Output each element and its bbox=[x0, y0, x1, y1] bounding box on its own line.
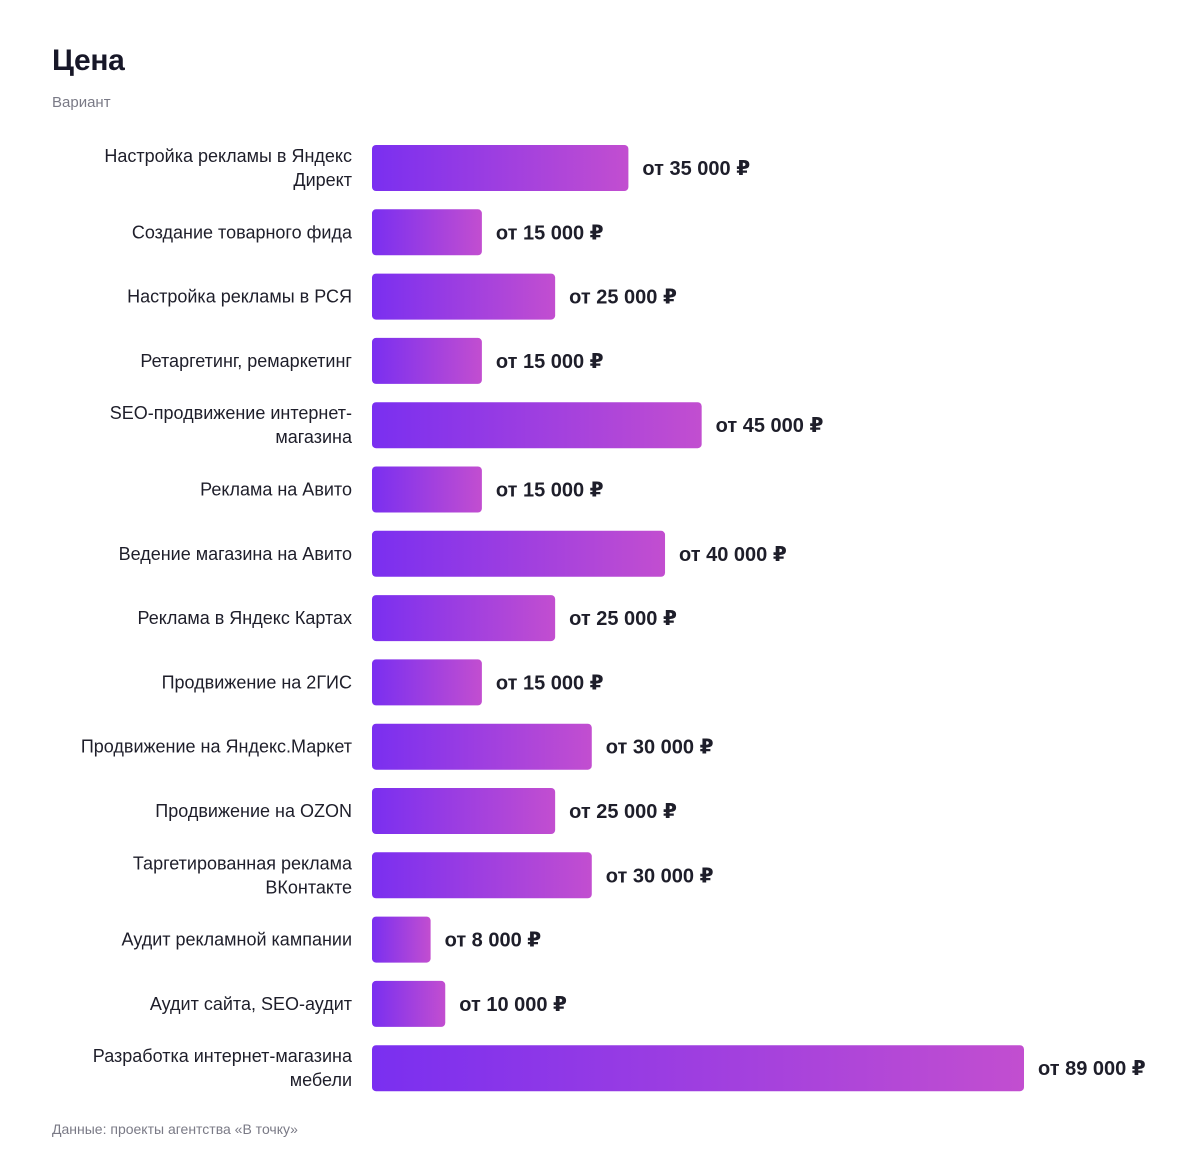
bar bbox=[372, 273, 556, 320]
bar-row: Настройка рекламы в Яндекс Директ от 35 00… bbox=[104, 145, 750, 191]
category-label: Ретаргетинг, ремаркетинг bbox=[140, 351, 352, 371]
bar bbox=[372, 659, 482, 706]
bar-row: SEO-продвижение интернет-магазина от 45 0… bbox=[110, 402, 824, 449]
category-label-line: Аудит рекламной кампании bbox=[122, 930, 352, 950]
category-label-line: Создание товарного фида bbox=[132, 222, 353, 242]
category-label: SEO-продвижение интернет-магазина bbox=[110, 403, 353, 447]
value-label: от 30 000 ₽ bbox=[606, 865, 714, 887]
bar bbox=[372, 788, 556, 834]
bar bbox=[372, 466, 482, 513]
value-label: от 25 000 ₽ bbox=[569, 801, 677, 823]
bar bbox=[372, 723, 592, 770]
bar-row: Таргетированная реклама ВКонтакте от 30 00… bbox=[133, 852, 714, 899]
value-label: от 40 000 ₽ bbox=[679, 544, 787, 566]
value-label: от 35 000 ₽ bbox=[642, 158, 750, 180]
category-label-line: магазина bbox=[275, 427, 353, 447]
bar-row: Аудит рекламной кампании от 8 000 ₽ bbox=[122, 916, 542, 963]
bar bbox=[372, 530, 666, 577]
category-label: Продвижение на OZON bbox=[155, 801, 352, 821]
chart-title: Цена bbox=[52, 44, 125, 77]
category-label-line: Реклама на Авито bbox=[200, 480, 352, 500]
bar bbox=[372, 1045, 1024, 1092]
bars-layer: Настройка рекламы в Яндекс Директ от 35 00… bbox=[81, 145, 1146, 1092]
value-label: от 15 000 ₽ bbox=[496, 222, 604, 244]
category-label-line: Настройка рекламы в РСЯ bbox=[127, 287, 352, 307]
bar bbox=[372, 402, 702, 449]
category-label-line: SEO-продвижение интернет- bbox=[110, 403, 352, 423]
category-label: Таргетированная реклама ВКонтакте bbox=[133, 853, 353, 897]
bar-row: Продвижение на OZON от 25 000 ₽ bbox=[155, 788, 677, 834]
bar-row: Настройка рекламы в РСЯ от 25 000 ₽ bbox=[127, 273, 677, 320]
category-label-line: Продвижение на Яндекс.Маркет bbox=[81, 737, 352, 757]
bar-row: Продвижение на Яндекс.Маркет от 30 000 ₽ bbox=[81, 723, 714, 770]
category-label: Создание товарного фида bbox=[132, 222, 353, 242]
bar-row: Реклама в Яндекс Картах от 25 000 ₽ bbox=[138, 595, 677, 642]
bar bbox=[372, 145, 629, 191]
category-label: Аудит рекламной кампании bbox=[122, 930, 352, 950]
category-label-line: Продвижение на OZON bbox=[155, 801, 352, 821]
category-label-line: Ведение магазина на Авито bbox=[119, 544, 352, 564]
value-label: от 15 000 ₽ bbox=[496, 351, 604, 373]
value-label: от 8 000 ₽ bbox=[445, 930, 542, 952]
value-label: от 89 000 ₽ bbox=[1038, 1058, 1146, 1080]
value-label: от 15 000 ₽ bbox=[496, 672, 604, 694]
category-label: Аудит сайта, SEO-аудит bbox=[150, 994, 352, 1014]
value-label: от 15 000 ₽ bbox=[496, 480, 604, 502]
bar bbox=[372, 337, 482, 384]
category-label: Настройка рекламы в Яндекс Директ bbox=[104, 146, 352, 190]
bar-row: Ведение магазина на Авито от 40 000 ₽ bbox=[119, 530, 787, 577]
category-label: Продвижение на 2ГИС bbox=[162, 672, 352, 692]
value-label: от 25 000 ₽ bbox=[569, 608, 677, 630]
category-label-line: Разработка интернет-магазина bbox=[93, 1046, 353, 1066]
category-label-line: Таргетированная реклама bbox=[133, 853, 353, 873]
category-label-line: Настройка рекламы в Яндекс bbox=[104, 146, 352, 166]
category-label: Продвижение на Яндекс.Маркет bbox=[81, 737, 352, 757]
source-note: Данные: проекты агентства «В точку» bbox=[52, 1121, 298, 1137]
bar-row: Реклама на Авито от 15 000 ₽ bbox=[200, 466, 604, 513]
category-label-line: Аудит сайта, SEO-аудит bbox=[150, 994, 352, 1014]
chart-subtitle: Вариант bbox=[52, 94, 111, 111]
value-label: от 45 000 ₽ bbox=[716, 415, 824, 437]
bar bbox=[372, 852, 592, 899]
bar bbox=[372, 209, 482, 256]
value-label: от 10 000 ₽ bbox=[459, 994, 567, 1016]
bar-row: Ретаргетинг, ремаркетинг от 15 000 ₽ bbox=[140, 337, 604, 384]
bar bbox=[372, 595, 556, 642]
value-label: от 25 000 ₽ bbox=[569, 287, 677, 309]
bar-row: Создание товарного фида от 15 000 ₽ bbox=[132, 209, 604, 256]
bar-row: Продвижение на 2ГИС от 15 000 ₽ bbox=[162, 659, 604, 706]
value-label: от 30 000 ₽ bbox=[606, 737, 714, 759]
category-label-line: Ретаргетинг, ремаркетинг bbox=[140, 351, 352, 371]
bar-row: Разработка интернет-магазина мебели от 89 … bbox=[93, 1045, 1146, 1092]
category-label-line: Продвижение на 2ГИС bbox=[162, 672, 352, 692]
category-label: Разработка интернет-магазина мебели bbox=[93, 1046, 353, 1090]
bar-row: Аудит сайта, SEO-аудит от 10 000 ₽ bbox=[150, 980, 567, 1027]
bar bbox=[372, 980, 446, 1027]
category-label-line: Реклама в Яндекс Картах bbox=[138, 608, 352, 628]
category-label-line: мебели bbox=[290, 1070, 352, 1090]
category-label-line: ВКонтакте bbox=[265, 877, 352, 897]
category-label-line: Директ bbox=[293, 170, 352, 190]
category-label: Ведение магазина на Авито bbox=[119, 544, 352, 564]
bar bbox=[372, 916, 431, 963]
category-label: Реклама в Яндекс Картах bbox=[138, 608, 352, 628]
category-label: Реклама на Авито bbox=[200, 480, 352, 500]
category-label: Настройка рекламы в РСЯ bbox=[127, 287, 352, 307]
